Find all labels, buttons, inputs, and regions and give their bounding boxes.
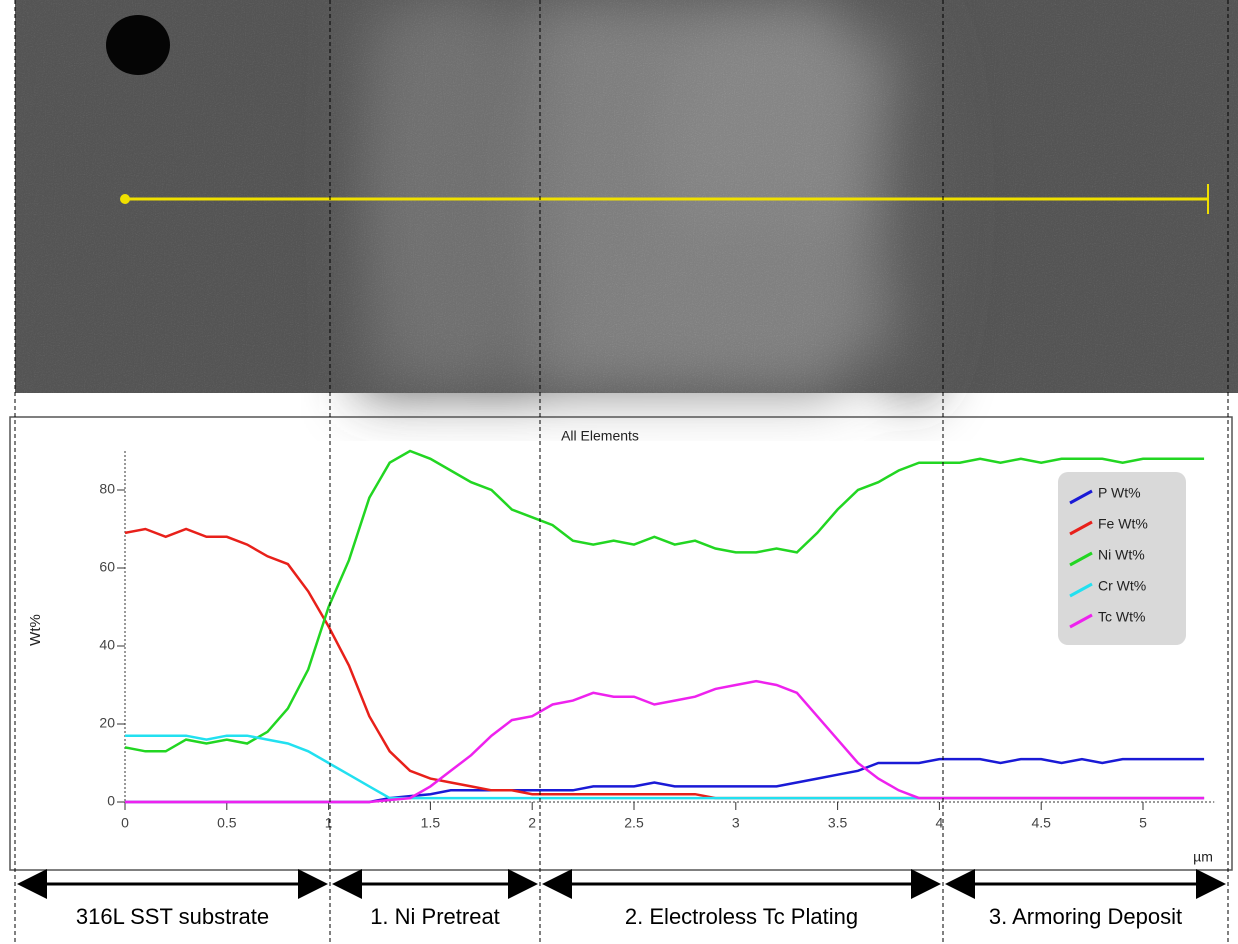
legend-label: Ni Wt% bbox=[1098, 547, 1145, 563]
legend-swatch bbox=[1069, 613, 1093, 629]
region-label: 1. Ni Pretreat bbox=[370, 904, 500, 929]
y-tick-label: 60 bbox=[99, 559, 115, 575]
region-dividers bbox=[14, 0, 1229, 944]
legend-swatch bbox=[1069, 489, 1093, 505]
x-tick-label: 2 bbox=[528, 815, 536, 831]
y-tick-label: 20 bbox=[99, 715, 115, 731]
sem-image bbox=[15, 0, 1238, 400]
data-line bbox=[125, 734, 1205, 800]
legend-swatch bbox=[1069, 551, 1093, 567]
x-tick-label: 1.5 bbox=[421, 815, 441, 831]
data-line bbox=[124, 527, 1205, 800]
x-tick-label: 0 bbox=[121, 815, 129, 831]
y-axis-label: Wt% bbox=[27, 614, 44, 646]
data-line bbox=[125, 679, 1205, 804]
region-label: 2. Electroless Tc Plating bbox=[625, 904, 858, 929]
x-tick-label: 2.5 bbox=[624, 815, 644, 831]
data-line bbox=[124, 449, 1205, 753]
data-line bbox=[125, 757, 1205, 804]
x-tick-label: 4 bbox=[936, 815, 944, 831]
legend-box bbox=[1058, 472, 1186, 645]
chart-title: All Elements bbox=[561, 428, 639, 444]
x-tick-label: 3 bbox=[732, 815, 740, 831]
legend-label: Cr Wt% bbox=[1098, 578, 1146, 594]
plot: All Elements µm Wt% 0 20 40 60 80 0 0.5 1 1.5 2 2.5 3 3… bbox=[27, 428, 1215, 865]
legend: P Wt% Fe Wt% Ni Wt% Cr Wt% Tc Wt% bbox=[1058, 472, 1186, 645]
legend-label: P Wt% bbox=[1098, 485, 1141, 501]
y-tick-label: 40 bbox=[99, 637, 115, 653]
x-axis-label: µm bbox=[1193, 849, 1213, 865]
region-label: 3. Armoring Deposit bbox=[989, 904, 1182, 929]
y-tick-label: 80 bbox=[99, 481, 115, 497]
region-label: 316L SST substrate bbox=[76, 904, 269, 929]
x-tick-label: 4.5 bbox=[1031, 815, 1051, 831]
x-tick-label: 0.5 bbox=[217, 815, 237, 831]
y-tick-label: 0 bbox=[107, 793, 115, 809]
legend-label: Fe Wt% bbox=[1098, 516, 1148, 532]
x-tick-label: 1 bbox=[325, 815, 333, 831]
legend-swatch bbox=[1069, 582, 1093, 598]
region-labels: 316L SST substrate 1. Ni Pretreat 2. Elect… bbox=[16, 869, 1226, 929]
legend-swatch bbox=[1069, 520, 1093, 536]
legend-label: Tc Wt% bbox=[1098, 609, 1145, 625]
x-tick-label: 5 bbox=[1139, 815, 1147, 831]
x-tick-label: 3.5 bbox=[828, 815, 848, 831]
